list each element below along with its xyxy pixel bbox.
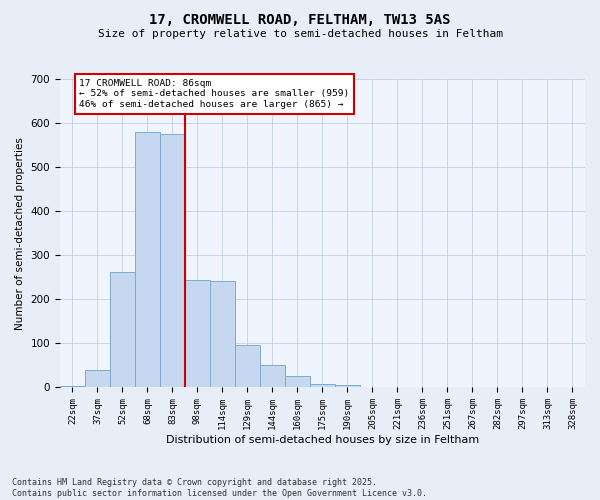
Bar xyxy=(135,132,160,388)
Text: Contains HM Land Registry data © Crown copyright and database right 2025.
Contai: Contains HM Land Registry data © Crown c… xyxy=(12,478,427,498)
Bar xyxy=(285,376,310,388)
X-axis label: Distribution of semi-detached houses by size in Feltham: Distribution of semi-detached houses by … xyxy=(166,435,479,445)
Bar xyxy=(210,281,235,388)
Bar xyxy=(185,280,210,388)
Bar xyxy=(110,272,135,388)
Bar xyxy=(160,134,185,388)
Bar xyxy=(60,386,85,388)
Bar xyxy=(310,384,335,388)
Bar xyxy=(85,370,110,388)
Bar xyxy=(260,366,285,388)
Y-axis label: Number of semi-detached properties: Number of semi-detached properties xyxy=(15,137,25,330)
Text: 17, CROMWELL ROAD, FELTHAM, TW13 5AS: 17, CROMWELL ROAD, FELTHAM, TW13 5AS xyxy=(149,12,451,26)
Text: 17 CROMWELL ROAD: 86sqm
← 52% of semi-detached houses are smaller (959)
46% of s: 17 CROMWELL ROAD: 86sqm ← 52% of semi-de… xyxy=(79,79,350,109)
Bar xyxy=(235,344,260,388)
Bar xyxy=(335,386,360,388)
Text: Size of property relative to semi-detached houses in Feltham: Size of property relative to semi-detach… xyxy=(97,29,503,39)
